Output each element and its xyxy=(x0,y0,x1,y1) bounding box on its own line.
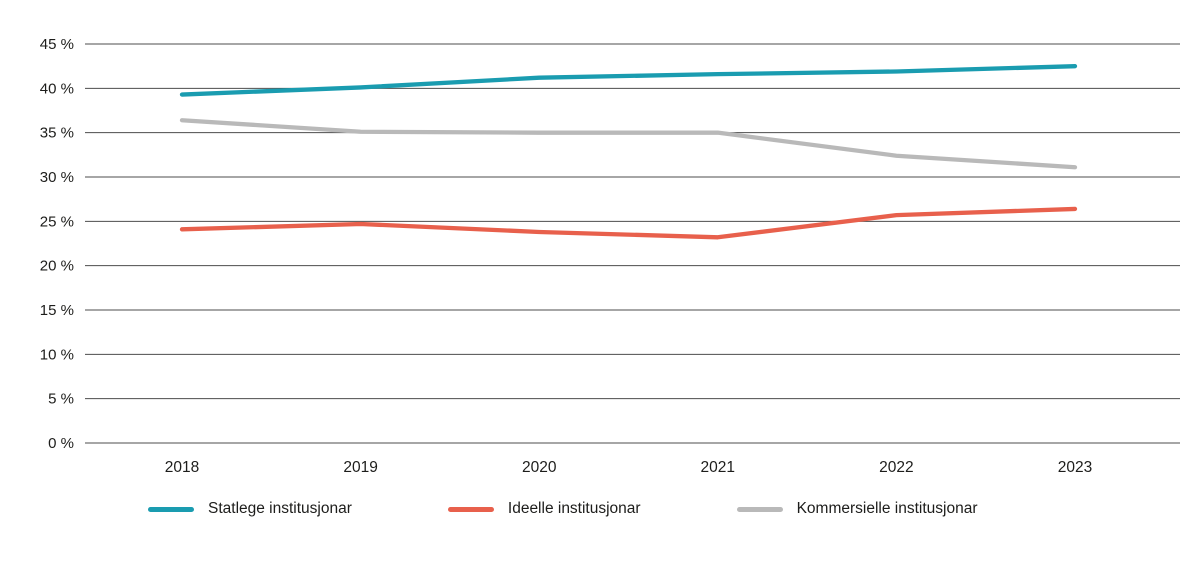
legend-swatch-kommersielle xyxy=(736,506,783,512)
y-axis-tick-label: 10 % xyxy=(40,346,74,363)
legend-label-kommersielle: Kommersielle institusjonar xyxy=(796,500,978,517)
chart-legend: Statlege institusjonar Ideelle institusj… xyxy=(0,500,1198,518)
y-axis-tick-label: 15 % xyxy=(40,302,74,319)
legend-item-statlege: Statlege institusjonar xyxy=(148,500,352,518)
x-axis-tick-label: 2022 xyxy=(879,459,913,476)
x-axis-tick-label: 2018 xyxy=(165,459,199,476)
plot-area: 0 % 5 % 10 % 15 % 20 % 25 % 30 % 35 % 40 % 45 % 20… xyxy=(40,36,1180,476)
legend-label-ideelle: Ideelle institusjonar xyxy=(507,500,641,517)
y-axis-tick-label: 25 % xyxy=(40,213,74,230)
series-line-0 xyxy=(179,64,1078,97)
series-line-2 xyxy=(179,118,1078,170)
y-axis-tick-label: 30 % xyxy=(40,169,74,186)
legend-label-statlege: Statlege institusjonar xyxy=(208,500,352,517)
x-axis-tick-label: 2021 xyxy=(701,459,735,476)
legend-item-kommersielle: Kommersielle institusjonar xyxy=(736,500,978,518)
y-axis-tick-label: 45 % xyxy=(40,36,74,53)
legend-item-ideelle: Ideelle institusjonar xyxy=(447,500,641,518)
series-line-1 xyxy=(179,206,1078,240)
y-axis-tick-label: 40 % xyxy=(40,80,74,97)
x-axis-tick-label: 2020 xyxy=(522,459,557,476)
y-axis-tick-label: 0 % xyxy=(48,435,74,452)
legend-swatch-statlege xyxy=(148,506,194,512)
y-axis-tick-label: 35 % xyxy=(40,125,74,142)
y-axis-tick-label: 20 % xyxy=(40,258,74,275)
legend-swatch-ideelle xyxy=(447,506,494,512)
y-axis-tick-label: 5 % xyxy=(48,391,74,408)
x-axis-tick-label: 2019 xyxy=(343,459,377,476)
x-axis-tick-label: 2023 xyxy=(1058,459,1092,476)
